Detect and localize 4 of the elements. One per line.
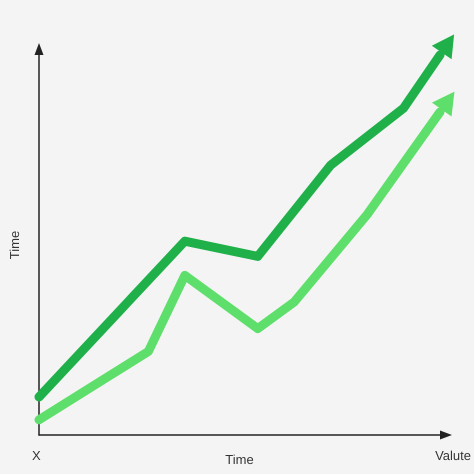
x-axis-title: Time [225,452,254,467]
text: X [32,448,41,463]
text: Valute [435,448,472,463]
y-axis-title: Time [7,230,22,260]
